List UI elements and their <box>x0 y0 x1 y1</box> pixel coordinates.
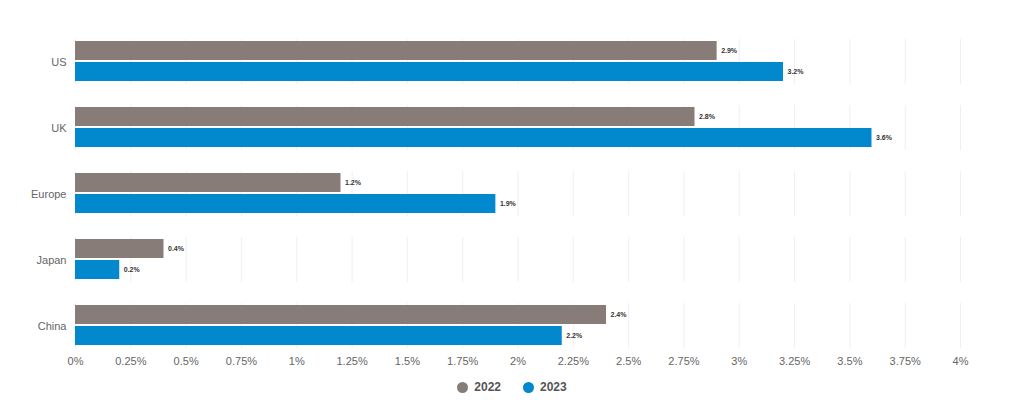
svg-text:1.9%: 1.9% <box>500 200 517 207</box>
svg-text:4%: 4% <box>953 355 969 367</box>
svg-text:0.25%: 0.25% <box>115 355 146 367</box>
svg-text:2.8%: 2.8% <box>699 113 716 120</box>
svg-text:0.75%: 0.75% <box>226 355 257 367</box>
svg-text:UK: UK <box>51 122 67 134</box>
svg-text:2.2%: 2.2% <box>566 332 583 339</box>
svg-text:2.75%: 2.75% <box>668 355 699 367</box>
svg-text:2.5%: 2.5% <box>616 355 641 367</box>
svg-text:1.75%: 1.75% <box>447 355 478 367</box>
svg-text:2%: 2% <box>510 355 526 367</box>
svg-text:1.25%: 1.25% <box>336 355 367 367</box>
html-text:2022: 2022 <box>474 380 501 394</box>
svg-text:1.5%: 1.5% <box>395 355 420 367</box>
svg-text:3.25%: 3.25% <box>779 355 810 367</box>
svg-text:Japan: Japan <box>37 254 67 266</box>
svg-text:3.2%: 3.2% <box>788 68 805 75</box>
svg-text:2.9%: 2.9% <box>721 47 738 54</box>
svg-text:0%: 0% <box>68 355 84 367</box>
svg-text:China: China <box>38 320 68 332</box>
svg-text:0.5%: 0.5% <box>174 355 199 367</box>
svg-text:3.6%: 3.6% <box>876 134 893 141</box>
svg-text:3.5%: 3.5% <box>837 355 862 367</box>
svg-text:3%: 3% <box>731 355 747 367</box>
svg-text:2.4%: 2.4% <box>611 311 628 318</box>
html-text:2023: 2023 <box>540 380 567 394</box>
svg-text:US: US <box>51 56 66 68</box>
svg-text:Europe: Europe <box>31 188 66 200</box>
svg-text:1.2%: 1.2% <box>345 179 362 186</box>
svg-text:1%: 1% <box>289 355 305 367</box>
svg-text:0.4%: 0.4% <box>168 245 185 252</box>
svg-text:3.75%: 3.75% <box>890 355 921 367</box>
svg-text:2.25%: 2.25% <box>558 355 589 367</box>
svg-text:0.2%: 0.2% <box>124 266 141 273</box>
